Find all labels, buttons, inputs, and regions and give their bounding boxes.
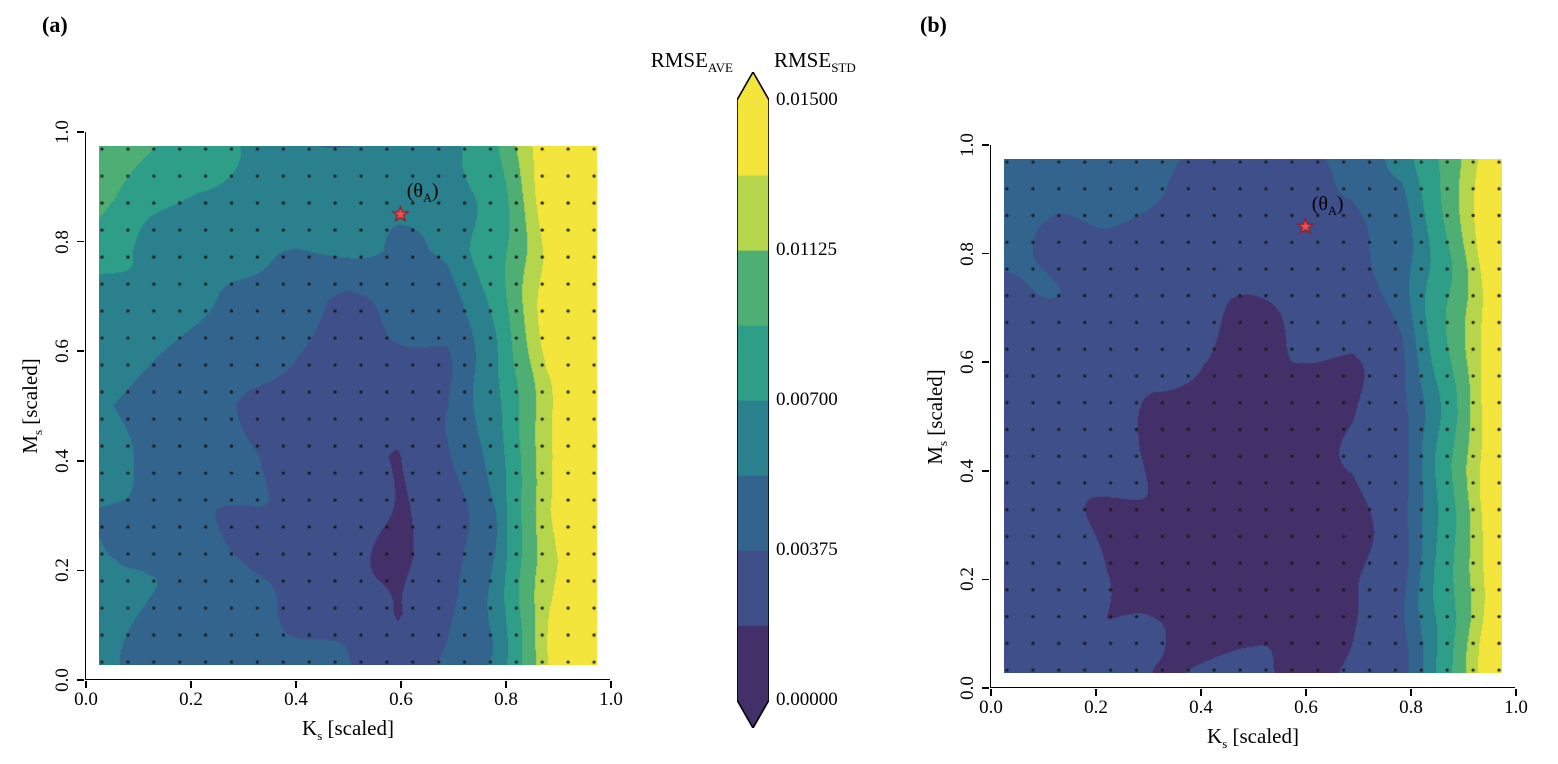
theta-annotation-a: (θA): [406, 180, 439, 206]
colorbar-band: [737, 625, 769, 701]
y-axis-tick-b: [982, 470, 990, 472]
x-tick-label-a: 1.0: [599, 689, 623, 710]
y-axis-tick-a: [77, 131, 85, 133]
x-axis-tick-a: [505, 680, 507, 688]
colorbar-label-std-sub: STD: [831, 60, 856, 76]
colorbar-label-ave-text: RMSE: [650, 48, 708, 72]
colorbar-arrow-down: [737, 700, 769, 728]
colorbar-arrow-up: [737, 72, 769, 100]
colorbar-band: [737, 400, 769, 476]
x-tick-label-b: 0.0: [979, 697, 1003, 718]
x-axis-tick-a: [610, 680, 612, 688]
colorbar-band: [737, 550, 769, 626]
x-axis-tick-b: [1200, 688, 1202, 696]
x-axis-label-b: Ks [scaled]: [1207, 724, 1299, 752]
axes-area-a: (θA) 0.0 0.0 0.2 0.2 0.4 0.4 0.6 0.6 0.8 0.8 1.0 1.0…: [18, 120, 623, 743]
y-tick-label-b: 1.0: [957, 133, 978, 157]
colorbar: [737, 72, 769, 728]
colorbar-tick-label: 0.01125: [776, 239, 838, 260]
x-tick-label-b: 0.6: [1294, 697, 1318, 718]
colorbar-band: [737, 325, 769, 401]
y-tick-label-a: 1.0: [52, 120, 73, 144]
panel-label-a: (a): [42, 12, 68, 37]
x-tick-label-a: 0.0: [74, 689, 98, 710]
x-axis-tick-b: [1095, 688, 1097, 696]
x-tick-label-b: 0.8: [1399, 697, 1423, 718]
contour-canvas-b: [1004, 158, 1502, 674]
colorbar-tick-label: 0.00375: [776, 539, 838, 560]
y-tick-label-b: 0.8: [957, 241, 978, 266]
x-axis-tick-b: [1410, 688, 1412, 696]
y-axis-tick-a: [77, 679, 85, 681]
y-axis-label-a: Ms [scaled]: [17, 358, 46, 454]
x-axis-tick-a: [85, 680, 87, 688]
y-tick-label-a: 0.8: [52, 229, 73, 254]
y-axis-tick-b: [982, 578, 990, 581]
colorbar-label-ave: RMSEAVE: [565, 48, 733, 76]
y-axis-label-b: Ms [scaled]: [922, 368, 951, 465]
y-axis-tick-a: [77, 350, 85, 352]
contour-plot-a: (θA) 0.0 0.0 0.2 0.2 0.4 0.4 0.6 0.6 0.8 0.8 1.0 1.0…: [18, 120, 623, 743]
x-tick-label-a: 0.4: [284, 689, 308, 710]
colorbar-tick-label: 0.00700: [776, 389, 838, 410]
y-tick-label-a: 0.2: [52, 558, 73, 583]
y-tick-label-a: 0.6: [52, 339, 73, 364]
x-axis-tick-a: [295, 680, 297, 688]
x-tick-label-b: 0.2: [1084, 697, 1108, 718]
colorbar-band: [737, 175, 769, 251]
x-tick-label-a: 0.8: [494, 689, 518, 710]
y-tick-label-b: 0.2: [957, 567, 978, 592]
y-tick-label-b: 0.0: [957, 676, 978, 700]
colorbar-label-std-text: RMSE: [774, 48, 832, 72]
colorbar-label-ave-sub: AVE: [707, 60, 733, 76]
colorbar-label-std: RMSESTD: [774, 48, 944, 76]
x-axis-tick-b: [1515, 688, 1517, 696]
y-axis-tick-b: [982, 252, 990, 255]
contour-plot-b: (θA) 0.0 0.0 0.2 0.2 0.4 0.4 0.6 0.6 0.8 0.8 1.0 1.0…: [923, 133, 1528, 751]
panel-label-b: (b): [920, 12, 947, 37]
y-tick-label-a: 0.4: [52, 448, 73, 473]
x-axis-label-a: Ks [scaled]: [302, 716, 394, 744]
y-tick-label-b: 0.6: [957, 350, 978, 375]
colorbar-band: [737, 250, 769, 326]
x-tick-label-a: 0.2: [179, 689, 203, 710]
x-axis-tick-a: [190, 680, 192, 688]
y-axis-tick-a: [77, 460, 85, 462]
x-axis-tick-a: [400, 680, 402, 688]
x-tick-label-b: 0.4: [1189, 697, 1213, 718]
x-tick-label-b: 1.0: [1504, 697, 1528, 718]
x-tick-label-a: 0.6: [389, 689, 413, 710]
colorbar-band: [737, 475, 769, 551]
axes-area-b: (θA) 0.0 0.0 0.2 0.2 0.4 0.4 0.6 0.6 0.8 0.8 1.0 1.0…: [923, 133, 1528, 751]
x-axis-tick-b: [990, 688, 992, 696]
y-tick-label-b: 0.4: [957, 458, 978, 483]
theta-annotation-b: (θA): [1311, 192, 1344, 218]
x-axis-tick-b: [1305, 688, 1307, 696]
y-axis-tick-b: [982, 144, 990, 146]
contour-canvas-a: [99, 145, 597, 666]
y-axis-tick-b: [982, 361, 990, 363]
colorbar-tick-label: 0.01500: [776, 89, 838, 110]
y-axis-tick-b: [982, 687, 990, 689]
y-axis-tick-a: [77, 240, 85, 243]
colorbar-band: [737, 100, 769, 176]
colorbar-tick-label: 0.00000: [776, 689, 838, 710]
y-tick-label-a: 0.0: [52, 668, 73, 692]
y-axis-tick-a: [77, 569, 85, 572]
